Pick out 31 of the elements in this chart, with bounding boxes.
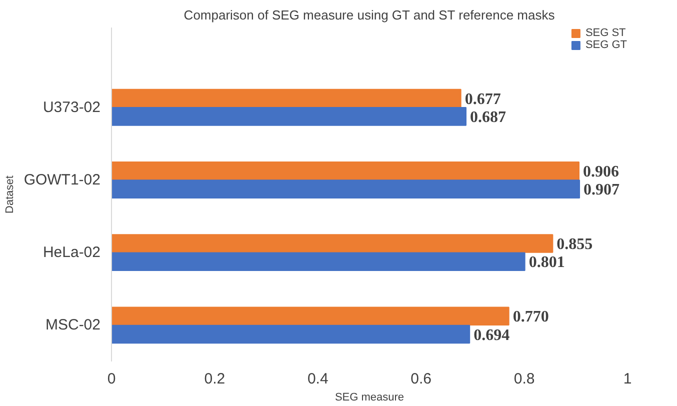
legend-label: SEG ST <box>585 27 626 39</box>
bar <box>112 88 462 108</box>
bar <box>112 306 510 326</box>
data-label: 0.906 <box>582 163 619 180</box>
x-tick-label: 0.6 <box>410 370 432 388</box>
bar <box>112 180 580 198</box>
y-tick-label: HeLa-02 <box>42 244 101 262</box>
data-label: 0.907 <box>584 182 620 199</box>
y-tick-label: MSC-02 <box>45 316 101 334</box>
y-tick-label: GOWT1-02 <box>24 171 101 188</box>
y-tick-label: U373-02 <box>42 98 101 116</box>
y-axis-title: Dataset <box>4 176 16 214</box>
chart-title: Comparison of SEG measure using GT and ST reference masks <box>184 8 556 22</box>
legend-label: SEG GT <box>585 39 627 51</box>
data-label: 0.770 <box>512 308 549 326</box>
x-tick-label: 1 <box>623 370 632 388</box>
bar <box>112 252 526 272</box>
data-label: 0.687 <box>470 108 506 126</box>
bar <box>112 324 470 344</box>
data-label: 0.694 <box>474 326 510 344</box>
x-tick-label: 0 <box>107 370 116 388</box>
bar <box>112 107 466 126</box>
x-tick-label: 0.4 <box>307 370 328 388</box>
bar <box>112 162 580 180</box>
data-label: 0.855 <box>556 236 593 254</box>
x-tick-label: 0.2 <box>204 370 226 388</box>
data-label: 0.801 <box>528 254 565 272</box>
x-tick-label: 0.8 <box>514 370 535 388</box>
data-label: 0.677 <box>464 90 501 108</box>
x-axis-title: SEG measure <box>334 392 404 404</box>
bar <box>112 234 554 253</box>
